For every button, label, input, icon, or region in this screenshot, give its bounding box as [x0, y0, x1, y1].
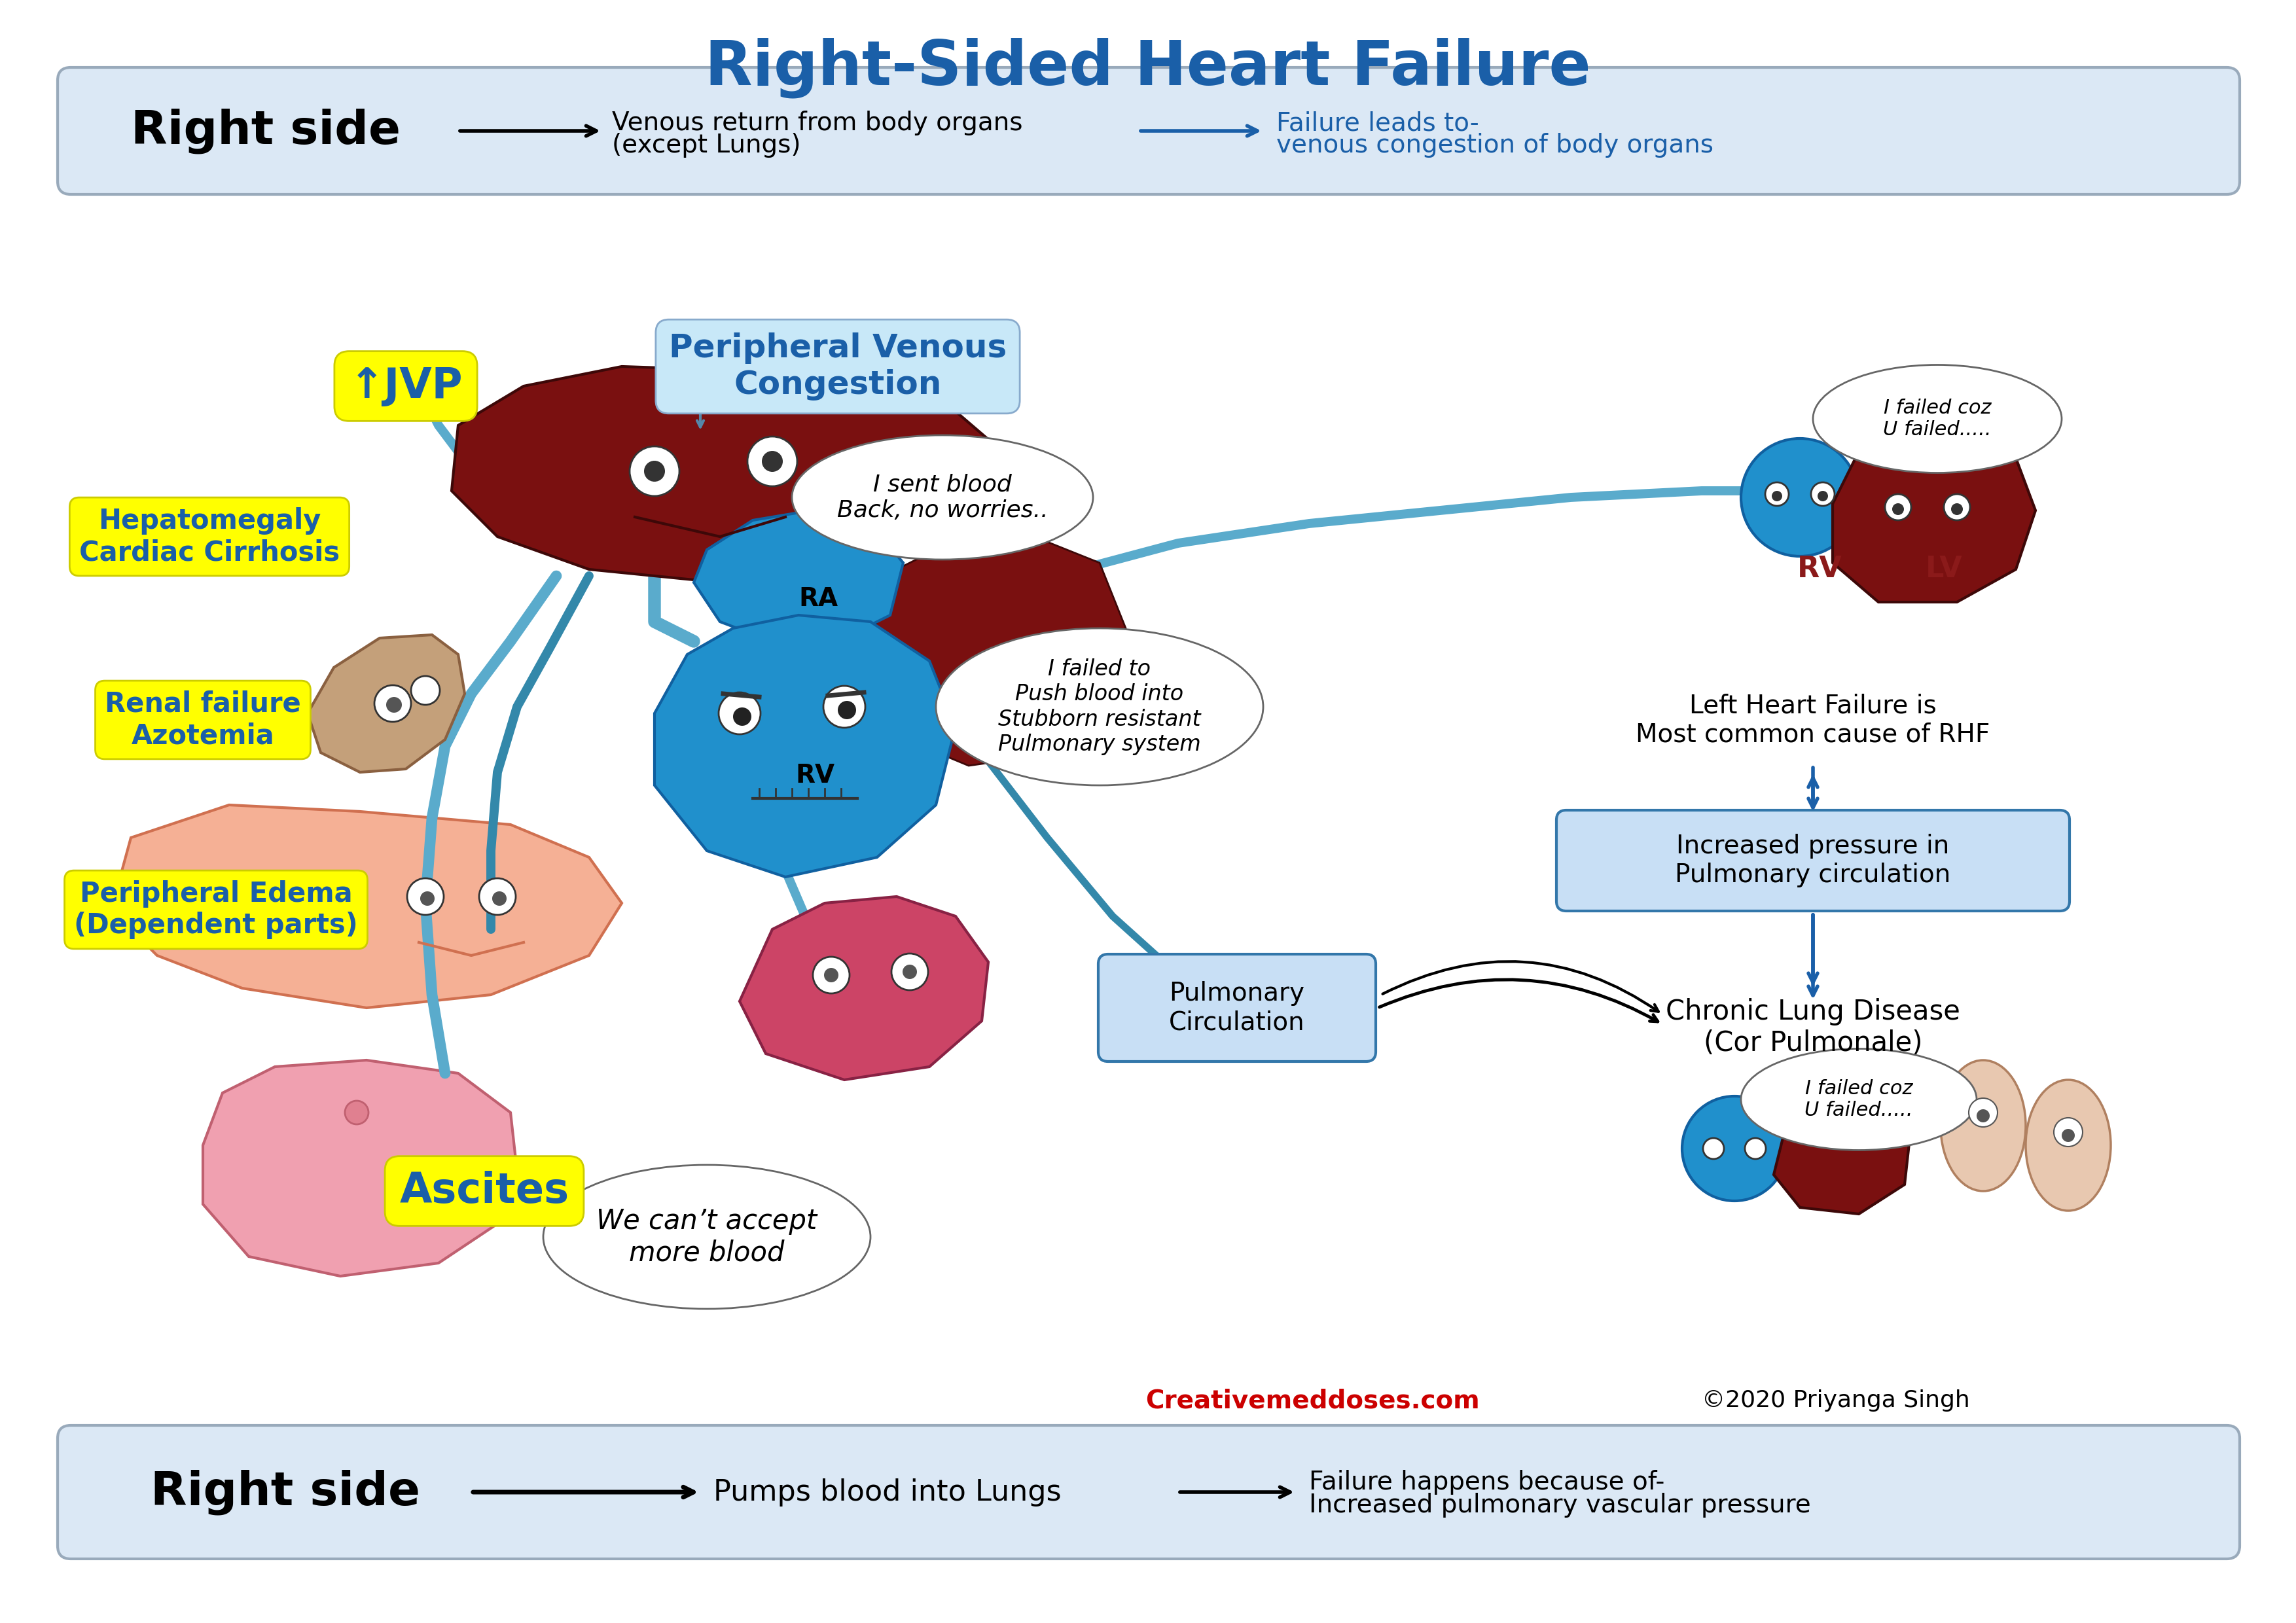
- Circle shape: [902, 964, 916, 979]
- Circle shape: [1818, 490, 1828, 502]
- Ellipse shape: [544, 1165, 870, 1308]
- Circle shape: [748, 437, 797, 487]
- FancyBboxPatch shape: [1557, 810, 2069, 911]
- Circle shape: [2055, 1118, 2082, 1146]
- Text: ©2020 Priyanga Singh: ©2020 Priyanga Singh: [1701, 1389, 1970, 1412]
- Circle shape: [2062, 1130, 2076, 1143]
- Polygon shape: [308, 635, 464, 773]
- Polygon shape: [693, 511, 902, 641]
- Circle shape: [1740, 438, 1860, 557]
- Circle shape: [1952, 503, 1963, 514]
- Ellipse shape: [1740, 1048, 1977, 1151]
- Text: Right side: Right side: [152, 1469, 420, 1514]
- Circle shape: [386, 696, 402, 712]
- FancyBboxPatch shape: [1097, 954, 1375, 1061]
- Polygon shape: [452, 367, 994, 583]
- Text: Venous return from body organs: Venous return from body organs: [613, 110, 1022, 135]
- Text: Creativemeddoses.com: Creativemeddoses.com: [1146, 1388, 1479, 1414]
- Text: Pumps blood into Lungs: Pumps blood into Lungs: [714, 1479, 1061, 1506]
- Text: LV: LV: [1926, 555, 1963, 583]
- Text: RA: RA: [799, 586, 838, 612]
- Circle shape: [824, 967, 838, 982]
- Circle shape: [629, 446, 680, 497]
- Circle shape: [813, 958, 850, 993]
- Circle shape: [1766, 482, 1789, 506]
- Circle shape: [1812, 482, 1835, 506]
- Text: Increased pressure in
Pulmonary circulation: Increased pressure in Pulmonary circulat…: [1676, 834, 1952, 888]
- Text: Peripheral Venous
Congestion: Peripheral Venous Congestion: [668, 333, 1006, 401]
- Circle shape: [891, 954, 928, 990]
- Polygon shape: [739, 896, 987, 1079]
- Polygon shape: [1832, 432, 2037, 602]
- Circle shape: [1885, 493, 1910, 521]
- Text: We can’t accept
more blood: We can’t accept more blood: [597, 1208, 817, 1266]
- Circle shape: [491, 891, 507, 906]
- Circle shape: [420, 891, 434, 906]
- Circle shape: [1704, 1138, 1724, 1159]
- Polygon shape: [1775, 1089, 1910, 1214]
- Circle shape: [480, 878, 517, 915]
- Ellipse shape: [1940, 1060, 2025, 1191]
- Circle shape: [762, 451, 783, 472]
- Text: Failure leads to-: Failure leads to-: [1277, 110, 1479, 135]
- Circle shape: [1945, 493, 1970, 521]
- Circle shape: [406, 878, 443, 915]
- Circle shape: [1773, 490, 1782, 502]
- Text: I failed coz
U failed.....: I failed coz U failed.....: [1805, 1079, 1913, 1120]
- Circle shape: [374, 685, 411, 722]
- Circle shape: [1892, 503, 1903, 514]
- Circle shape: [645, 461, 666, 482]
- Text: Peripheral Edema
(Dependent parts): Peripheral Edema (Dependent parts): [73, 880, 358, 940]
- Text: (except Lungs): (except Lungs): [613, 133, 801, 157]
- Circle shape: [1968, 1099, 1998, 1126]
- Polygon shape: [110, 805, 622, 1008]
- Text: Right-Sided Heart Failure: Right-Sided Heart Failure: [705, 37, 1591, 99]
- FancyBboxPatch shape: [57, 68, 2239, 195]
- Text: I sent blood
Back, no worries..: I sent blood Back, no worries..: [838, 474, 1047, 521]
- Ellipse shape: [792, 435, 1093, 560]
- Polygon shape: [202, 1060, 517, 1276]
- Text: Left Heart Failure is
Most common cause of RHF: Left Heart Failure is Most common cause …: [1635, 693, 1991, 747]
- FancyBboxPatch shape: [57, 1425, 2239, 1558]
- Ellipse shape: [2025, 1079, 2110, 1211]
- Text: Right side: Right side: [131, 109, 400, 154]
- Ellipse shape: [1814, 365, 2062, 472]
- Text: Chronic Lung Disease
(Cor Pulmonale): Chronic Lung Disease (Cor Pulmonale): [1667, 998, 1961, 1057]
- Text: Ascites: Ascites: [400, 1170, 569, 1211]
- Text: I failed coz
U failed.....: I failed coz U failed.....: [1883, 398, 1991, 440]
- Circle shape: [344, 1100, 367, 1125]
- Text: Hepatomegaly
Cardiac Cirrhosis: Hepatomegaly Cardiac Cirrhosis: [78, 506, 340, 566]
- Text: Failure happens because of-: Failure happens because of-: [1309, 1470, 1665, 1495]
- Text: RV: RV: [794, 763, 833, 787]
- Circle shape: [1683, 1096, 1786, 1201]
- Ellipse shape: [937, 628, 1263, 786]
- Text: ↑JVP: ↑JVP: [349, 365, 461, 406]
- Text: venous congestion of body organs: venous congestion of body organs: [1277, 133, 1713, 157]
- Circle shape: [411, 677, 441, 704]
- Text: I failed to
Push blood into
Stubborn resistant
Pulmonary system: I failed to Push blood into Stubborn res…: [999, 659, 1201, 755]
- Circle shape: [838, 701, 856, 719]
- Polygon shape: [870, 537, 1125, 766]
- Circle shape: [732, 708, 751, 725]
- Circle shape: [719, 693, 760, 734]
- Polygon shape: [654, 615, 955, 876]
- Circle shape: [1745, 1138, 1766, 1159]
- Text: Pulmonary
Circulation: Pulmonary Circulation: [1169, 980, 1304, 1035]
- Text: Increased pulmonary vascular pressure: Increased pulmonary vascular pressure: [1309, 1493, 1812, 1518]
- Circle shape: [824, 687, 866, 727]
- Circle shape: [1977, 1109, 1991, 1123]
- Text: RV: RV: [1798, 555, 1841, 583]
- Text: Renal failure
Azotemia: Renal failure Azotemia: [106, 690, 301, 750]
